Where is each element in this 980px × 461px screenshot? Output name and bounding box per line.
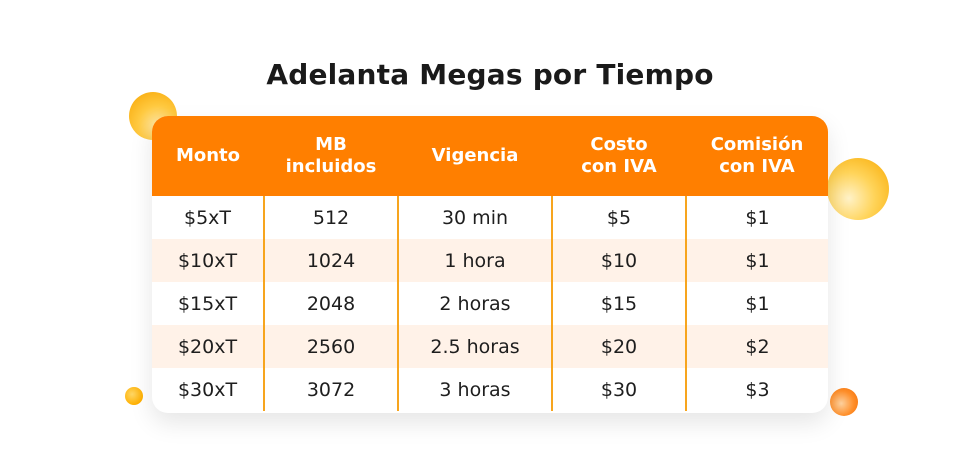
cell-comision: $1 <box>685 239 828 282</box>
header-vigencia: Vigencia <box>398 116 552 196</box>
table-row: $10xT 1024 1 hora $10 $1 <box>152 239 828 282</box>
cell-vigencia: 2.5 horas <box>397 325 552 368</box>
header-costo: Costo con IVA <box>552 116 686 196</box>
cell-comision: $2 <box>685 325 828 368</box>
table-header-row: Monto MB incluidos Vigencia Costo con IVA … <box>152 116 828 196</box>
cell-mb: 2048 <box>263 282 398 325</box>
cell-mb: 1024 <box>263 239 398 282</box>
decorative-orb <box>125 387 143 405</box>
cell-comision: $1 <box>685 196 828 239</box>
cell-comision: $3 <box>685 368 828 411</box>
cell-costo: $10 <box>551 239 686 282</box>
cell-monto: $20xT <box>152 325 264 368</box>
cell-mb: 512 <box>263 196 398 239</box>
cell-monto: $15xT <box>177 292 238 315</box>
table-row: $5xT 512 30 min $5 $1 <box>152 196 828 239</box>
table-row: $20xT 2560 2.5 horas $20 $2 <box>152 325 828 368</box>
cell-costo: $5 <box>551 196 686 239</box>
cell-mb: 2560 <box>263 325 398 368</box>
cell-vigencia: 1 hora <box>397 239 552 282</box>
cell-mb: 3072 <box>263 368 398 411</box>
pricing-table: Monto MB incluidos Vigencia Costo con IVA … <box>152 116 828 411</box>
decorative-orb <box>830 388 858 416</box>
page-title: Adelanta Megas por Tiempo <box>266 58 714 91</box>
header-comision: Comisión con IVA <box>686 116 828 196</box>
cell-vigencia: 30 min <box>397 196 552 239</box>
cell-monto: $10xT <box>152 239 264 282</box>
cell-comision: $1 <box>685 282 828 325</box>
cell-monto: $30xT <box>177 378 238 401</box>
cell-monto: $5xT <box>183 206 232 229</box>
pricing-table-card: Monto MB incluidos Vigencia Costo con IVA … <box>152 116 828 413</box>
table-row: $15xT 2048 2 horas $15 $1 <box>152 282 828 325</box>
cell-costo: $15 <box>551 282 686 325</box>
cell-costo: $20 <box>551 325 686 368</box>
table-row: $30xT 3072 3 horas $30 $3 <box>152 368 828 411</box>
cell-vigencia: 3 horas <box>397 368 552 411</box>
header-monto: Monto <box>152 116 264 196</box>
decorative-orb <box>827 158 889 220</box>
cell-vigencia: 2 horas <box>397 282 552 325</box>
cell-costo: $30 <box>551 368 686 411</box>
header-mb-incluidos: MB incluidos <box>264 116 398 196</box>
